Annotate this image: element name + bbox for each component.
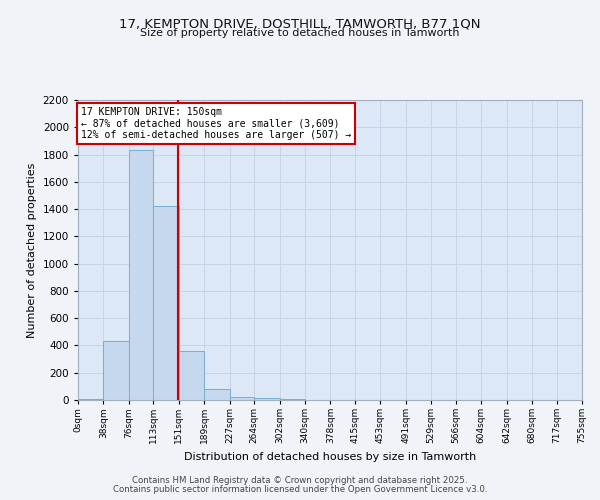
X-axis label: Distribution of detached houses by size in Tamworth: Distribution of detached houses by size … [184, 452, 476, 462]
Text: Contains HM Land Registry data © Crown copyright and database right 2025.: Contains HM Land Registry data © Crown c… [132, 476, 468, 485]
Text: 17 KEMPTON DRIVE: 150sqm
← 87% of detached houses are smaller (3,609)
12% of sem: 17 KEMPTON DRIVE: 150sqm ← 87% of detach… [80, 107, 351, 140]
Bar [179, 351, 204, 400]
Text: Contains public sector information licensed under the Open Government Licence v3: Contains public sector information licen… [113, 485, 487, 494]
Bar [230, 396, 254, 400]
Bar [103, 342, 129, 400]
Y-axis label: Number of detached properties: Number of detached properties [27, 162, 37, 338]
Bar [254, 398, 280, 400]
Text: 17, KEMPTON DRIVE, DOSTHILL, TAMWORTH, B77 1QN: 17, KEMPTON DRIVE, DOSTHILL, TAMWORTH, B… [119, 18, 481, 30]
Bar [204, 389, 230, 400]
Bar [78, 398, 103, 400]
Bar [129, 150, 154, 400]
Text: Size of property relative to detached houses in Tamworth: Size of property relative to detached ho… [140, 28, 460, 38]
Bar [154, 206, 179, 400]
